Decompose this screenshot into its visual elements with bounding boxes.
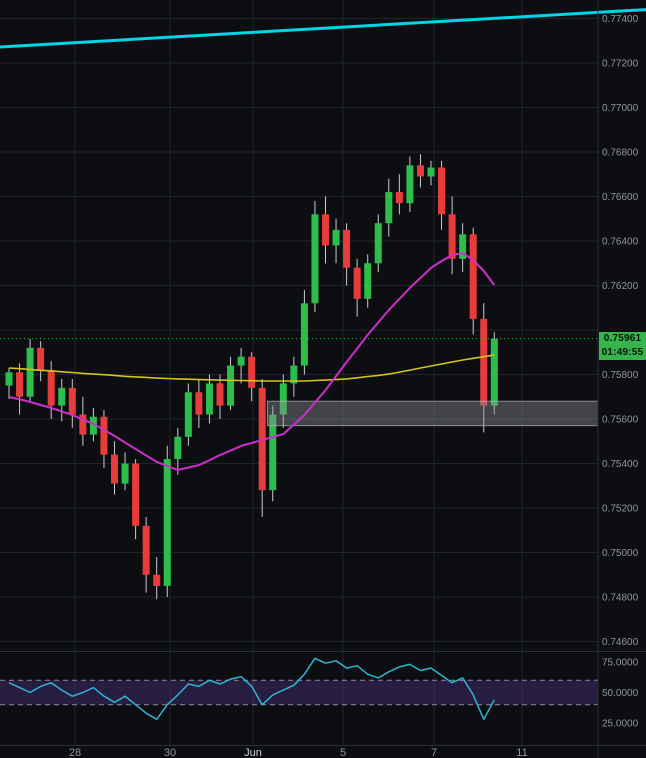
rsi-line — [8, 657, 495, 721]
price-tick-label: 0.74800 — [602, 593, 639, 604]
candle-down — [68, 378, 76, 428]
candle-down — [353, 258, 361, 317]
rsi-band — [0, 680, 598, 705]
candle-down — [195, 378, 203, 428]
rsi-tick-label: 75.0000 — [602, 658, 639, 669]
candle-up — [427, 160, 435, 186]
time-tick-label: 7 — [431, 747, 437, 758]
candle-down — [142, 516, 150, 593]
time-tick-label: 5 — [340, 747, 346, 758]
candle-down — [416, 154, 424, 188]
candle-down — [216, 374, 224, 419]
price-tick-label: 0.74600 — [602, 637, 639, 648]
time-tick-label: 30 — [164, 747, 176, 758]
rsi-tick-label: 25.0000 — [602, 719, 639, 730]
price-tick-label: 0.75200 — [602, 504, 639, 515]
candle-up — [406, 156, 414, 213]
price-axis-labels: 0.77400 0.77200 0.77000 0.76800 0.76600 0.764… — [602, 14, 639, 730]
candle-up — [184, 383, 192, 446]
candle-up — [163, 445, 171, 597]
candle-down — [100, 410, 108, 468]
supply-zone[interactable] — [266, 400, 599, 427]
candle-down — [132, 459, 140, 540]
candle-down — [111, 441, 118, 495]
time-tick-label: 28 — [69, 747, 81, 758]
candle-up — [5, 367, 13, 399]
candle-down — [448, 196, 456, 275]
candle-up — [205, 374, 213, 424]
candle-up — [269, 405, 277, 502]
price-tick-label: 0.76400 — [602, 237, 639, 248]
candle-up — [311, 200, 319, 313]
price-tick-label: 0.75000 — [602, 548, 639, 559]
current-price-badge: 0.75961 — [599, 332, 646, 346]
candle-up — [459, 223, 467, 273]
price-tick-label: 0.75400 — [602, 459, 639, 470]
candle-up — [121, 452, 129, 491]
price-tick-label: 0.77000 — [602, 103, 639, 114]
candle-up — [237, 347, 245, 384]
price-tick-label: 0.75600 — [602, 415, 639, 426]
price-tick-label: 0.76600 — [602, 192, 639, 203]
candle-up — [227, 356, 235, 411]
price-tick-label: 0.77400 — [602, 14, 639, 25]
candle-down — [322, 196, 329, 264]
trendline-drawing[interactable] — [0, 8, 646, 49]
price-tick-label: 0.76800 — [602, 148, 639, 159]
candle-down — [16, 363, 24, 415]
candle-up — [174, 427, 182, 475]
candle-up — [300, 289, 308, 375]
candle-up — [364, 254, 372, 308]
candle-down — [248, 352, 256, 402]
candle-down — [438, 160, 446, 230]
time-tick-label: 11 — [516, 747, 527, 758]
candle-up — [58, 378, 66, 422]
time-axis[interactable] — [0, 745, 646, 758]
candle-up — [374, 214, 382, 273]
candle-down — [395, 174, 403, 215]
time-tick-label: Jun — [244, 747, 262, 758]
countdown-badge: 01:49:55 — [599, 346, 646, 360]
price-tick-label: 0.75800 — [602, 370, 639, 381]
time-axis-labels: 28 30 Jun 5 7 11 — [69, 747, 528, 758]
candle-up — [385, 178, 393, 237]
price-tick-label: 0.76200 — [602, 281, 639, 292]
candle-down — [469, 227, 477, 335]
candle-down — [37, 341, 45, 382]
ma-slow-line — [8, 354, 495, 382]
price-tick-label: 0.77200 — [602, 59, 639, 70]
candle-up — [290, 356, 298, 397]
candle-down — [79, 396, 87, 446]
price-axis[interactable] — [598, 0, 646, 745]
candle-down — [153, 556, 161, 600]
candle-down — [480, 303, 488, 433]
ma-fast-line — [8, 252, 496, 471]
candle-down — [343, 223, 351, 286]
rsi-tick-label: 50.0000 — [602, 688, 639, 699]
candle-up — [332, 218, 340, 264]
